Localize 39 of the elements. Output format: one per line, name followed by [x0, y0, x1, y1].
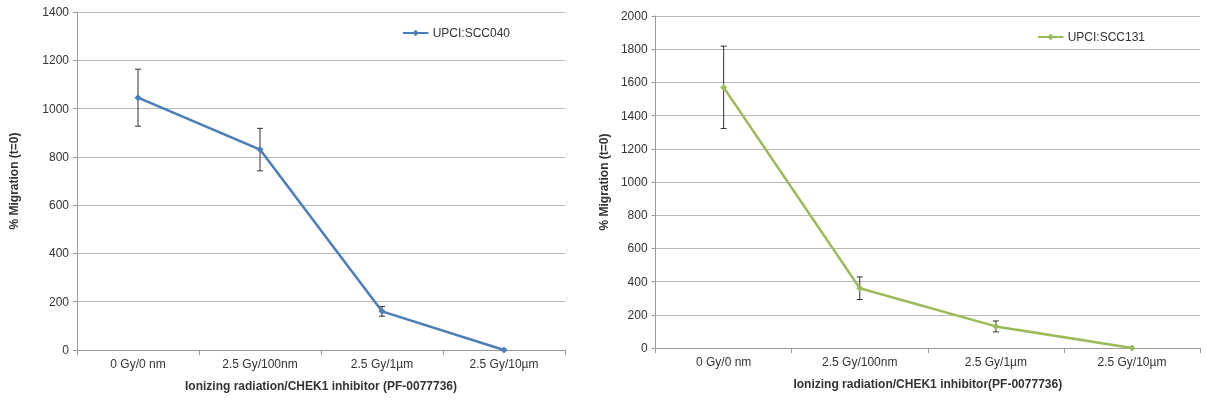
- y-tick-label: 800: [48, 149, 70, 164]
- y-tick-label: 600: [48, 198, 70, 213]
- y-tick-label: 400: [48, 246, 70, 261]
- y-tick-label: 800: [627, 208, 648, 223]
- y-tick-label: 200: [48, 294, 70, 309]
- point: [720, 83, 728, 91]
- x-tick-label: 2.5 Gy/1µm: [350, 357, 414, 371]
- y-tick-label: 1400: [620, 108, 648, 123]
- y-tick-label: 1400: [42, 5, 70, 19]
- point: [856, 284, 864, 292]
- y-tick-label: 2000: [620, 9, 648, 23]
- y-tick-label: 1000: [42, 101, 70, 116]
- x-axis-title: Ionizing radiation/CHEK1 inhibitor (PF-0077736): [184, 379, 458, 393]
- y-axis-title: % Migration (t=0): [7, 132, 21, 230]
- y-tick-label: 400: [627, 274, 648, 289]
- point: [256, 146, 264, 154]
- y-tick-label: 0: [62, 343, 70, 357]
- y-tick-label: 200: [627, 307, 648, 322]
- y-tick-label: 600: [627, 241, 648, 256]
- y-tick-label: 1600: [620, 75, 648, 90]
- x-tick-label: 0 Gy/0 nm: [695, 355, 752, 369]
- y-tick-label: 1200: [620, 141, 648, 156]
- y-tick-label: 1200: [42, 53, 70, 68]
- legend-label: UPCI:SCC131: [1067, 30, 1146, 44]
- x-tick-label: 2.5 Gy/100nm: [222, 357, 298, 371]
- point: [1128, 344, 1136, 352]
- x-tick-label: 2.5 Gy/1µm: [964, 355, 1027, 369]
- x-tick-label: 2.5 Gy/100nm: [822, 355, 898, 369]
- legend-label: UPCI:SCC040: [432, 26, 511, 40]
- y-tick-label: 0: [640, 341, 648, 355]
- y-tick-label: 1800: [620, 42, 648, 57]
- point: [500, 346, 508, 354]
- point: [134, 94, 142, 102]
- y-axis-title: % Migration (t=0): [597, 133, 611, 231]
- x-tick-label: 2.5 Gy/10µm: [469, 357, 539, 371]
- x-axis-title: Ionizing radiation/CHEK1 inhibitor(PF-0077736): [793, 377, 1063, 391]
- y-tick-label: 1000: [620, 175, 648, 189]
- x-tick-label: 2.5 Gy/10µm: [1097, 355, 1167, 369]
- x-tick-label: 0 Gy/0 nm: [110, 357, 166, 371]
